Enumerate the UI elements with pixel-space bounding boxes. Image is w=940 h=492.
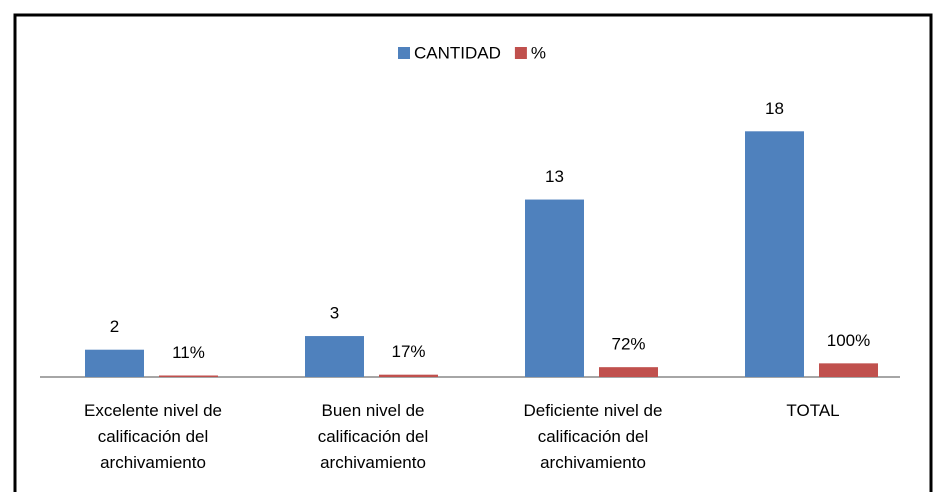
bar xyxy=(819,363,878,377)
bar xyxy=(525,199,584,377)
data-label: 3 xyxy=(330,304,339,323)
data-label: 100% xyxy=(827,331,870,350)
bar xyxy=(85,349,144,377)
bar xyxy=(159,375,218,377)
chart-frame xyxy=(13,13,933,492)
x-tick-label: Deficiente nivel de calificación del arc… xyxy=(523,401,663,472)
legend-swatch xyxy=(398,47,410,59)
data-label: 17% xyxy=(391,342,425,361)
x-tick-label: TOTAL xyxy=(786,401,840,420)
data-label: 18 xyxy=(765,99,784,118)
bar xyxy=(305,336,364,377)
data-label: 13 xyxy=(545,167,564,186)
x-tick-label: Excelente nivel de calificación del arch… xyxy=(84,401,222,472)
data-label: 72% xyxy=(611,335,645,354)
bar xyxy=(599,367,658,377)
data-label: 2 xyxy=(110,317,119,336)
legend-label: CANTIDAD xyxy=(414,43,501,62)
data-label: 11% xyxy=(172,343,205,362)
x-tick-label: Buen nivel de calificación del archivami… xyxy=(317,401,429,472)
legend-label: % xyxy=(531,43,546,62)
bar xyxy=(379,374,438,377)
bar xyxy=(745,131,804,377)
legend-swatch xyxy=(514,47,527,59)
